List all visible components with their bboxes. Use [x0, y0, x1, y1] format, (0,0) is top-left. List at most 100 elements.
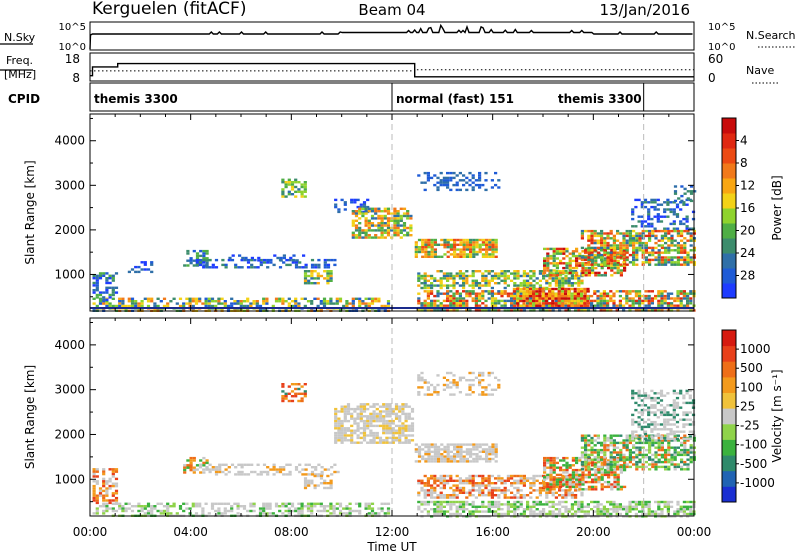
- data-cell: [612, 292, 616, 295]
- data-cell: [366, 427, 370, 430]
- data-cell: [121, 302, 125, 305]
- data-cell: [497, 302, 501, 305]
- data-cell: [478, 443, 482, 446]
- data-cell: [237, 470, 241, 474]
- data-cell: [554, 508, 558, 511]
- data-cell: [439, 486, 443, 490]
- data-cell: [399, 219, 403, 222]
- data-cell: [481, 243, 485, 246]
- data-cell: [284, 181, 288, 184]
- data-cell: [603, 448, 607, 452]
- data-cell: [367, 236, 371, 239]
- data-cell: [564, 299, 568, 303]
- data-cell: [343, 419, 347, 423]
- data-cell: [290, 181, 295, 184]
- data-cell: [372, 415, 376, 418]
- data-cell: [587, 239, 591, 242]
- data-cell: [292, 254, 296, 257]
- data-cell: [580, 229, 584, 233]
- data-cell: [587, 244, 591, 247]
- data-cell: [597, 480, 601, 484]
- data-cell: [561, 282, 565, 285]
- data-cell: [281, 190, 285, 193]
- data-cell: [654, 512, 658, 516]
- data-cell: [234, 466, 238, 469]
- data-cell: [306, 507, 311, 510]
- data-cell: [468, 503, 472, 506]
- data-cell: [471, 284, 475, 287]
- data-cell: [385, 429, 389, 432]
- data-cell: [535, 287, 539, 291]
- data-cell: [426, 286, 430, 290]
- data-cell: [424, 253, 428, 256]
- data-cell: [401, 412, 405, 416]
- data-cell: [593, 249, 597, 252]
- data-cell: [570, 287, 574, 291]
- data-cell: [452, 183, 456, 187]
- data-cell: [676, 292, 680, 295]
- data-cell: [393, 207, 397, 210]
- data-cell: [250, 263, 254, 267]
- data-cell: [446, 460, 450, 463]
- data-cell: [336, 470, 340, 474]
- data-cell: [294, 300, 298, 303]
- data-cell: [326, 272, 330, 275]
- data-cell: [359, 203, 363, 206]
- data-cell: [421, 255, 425, 258]
- data-cell: [607, 254, 611, 258]
- data-cell: [590, 458, 594, 461]
- data-cell: [439, 508, 443, 511]
- data-cell: [310, 505, 314, 508]
- data-cell: [575, 266, 579, 270]
- data-cell: [580, 232, 584, 235]
- data-cell: [427, 457, 431, 461]
- data-cell: [284, 195, 288, 198]
- data-cell: [304, 263, 308, 267]
- data-cell: [426, 302, 430, 305]
- data-cell: [679, 292, 683, 295]
- data-cell: [615, 503, 619, 506]
- data-cell: [169, 512, 173, 515]
- data-cell: [506, 489, 510, 492]
- freq-label-top: Freq.: [6, 54, 33, 67]
- data-cell: [546, 259, 550, 263]
- data-cell: [452, 302, 456, 305]
- data-cell: [322, 505, 327, 508]
- data-cell: [274, 505, 279, 508]
- data-cell: [593, 451, 597, 454]
- data-cell: [623, 264, 627, 267]
- data-cell: [616, 256, 620, 259]
- data-cell: [278, 468, 283, 471]
- data-cell: [478, 393, 482, 396]
- data-cell: [616, 244, 620, 247]
- data-cell: [326, 258, 331, 262]
- data-cell: [313, 270, 317, 273]
- data-cell: [469, 250, 473, 254]
- data-cell: [558, 489, 562, 492]
- data-cell: [478, 284, 482, 287]
- data-cell: [424, 453, 428, 456]
- data-cell: [544, 297, 548, 300]
- data-cell: [375, 424, 379, 428]
- data-cell: [561, 284, 565, 287]
- data-cell: [584, 269, 588, 272]
- data-cell: [597, 476, 601, 479]
- data-cell: [632, 246, 636, 250]
- data-cell: [675, 213, 680, 216]
- data-cell: [452, 284, 456, 287]
- data-cell: [455, 512, 459, 516]
- data-cell: [369, 417, 373, 420]
- data-cell: [230, 258, 235, 262]
- data-cell: [481, 491, 485, 494]
- data-cell: [108, 274, 112, 277]
- data-cell: [472, 253, 476, 256]
- data-cell: [525, 292, 529, 295]
- data-cell: [516, 299, 520, 303]
- data-cell: [666, 302, 670, 305]
- data-cell: [437, 255, 441, 258]
- data-cell: [490, 503, 494, 506]
- data-cell: [503, 302, 507, 305]
- data-cell: [488, 248, 492, 251]
- data-cell: [500, 489, 504, 492]
- data-cell: [439, 479, 443, 482]
